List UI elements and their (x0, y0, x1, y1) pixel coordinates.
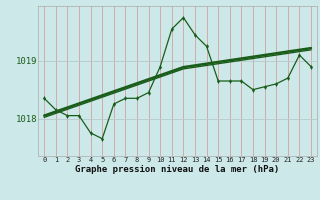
X-axis label: Graphe pression niveau de la mer (hPa): Graphe pression niveau de la mer (hPa) (76, 165, 280, 174)
